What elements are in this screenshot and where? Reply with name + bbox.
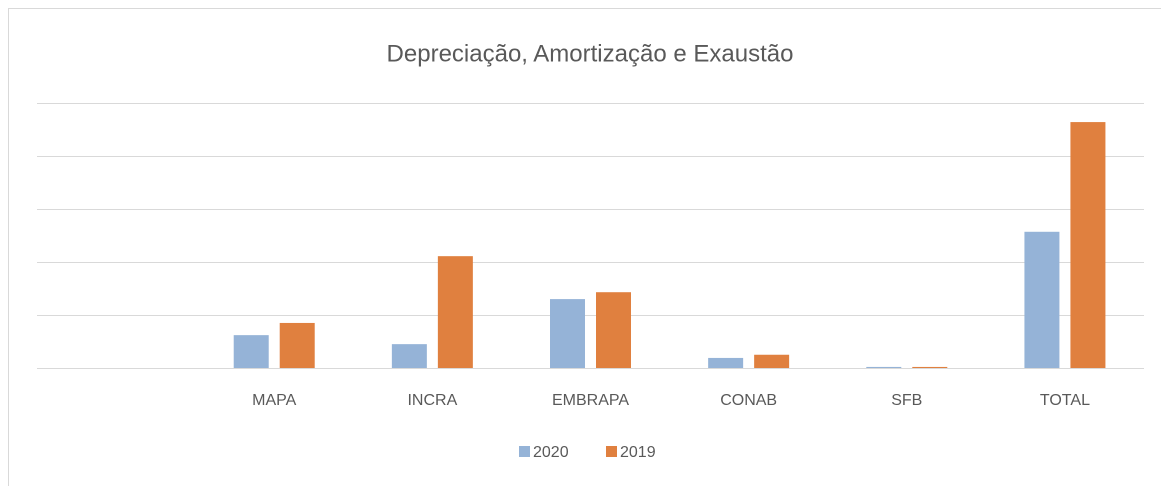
legend-label: 2020 [533,444,569,461]
legend-label: 2019 [620,444,656,461]
bar [708,357,744,368]
bar [1024,231,1060,368]
bar [596,292,631,368]
bar [550,299,585,368]
legend-swatch [519,446,530,457]
bar [754,354,790,368]
x-tick-label: MAPA [252,392,296,409]
bar [279,322,315,368]
bar [437,256,473,368]
bar [391,344,427,368]
x-tick-label: EMBRAPA [552,392,629,409]
x-tick-label: SFB [891,392,922,409]
legend-swatch [606,446,617,457]
chart-title: Depreciação, Amortização e Exaustão [387,40,794,67]
x-tick-label: TOTAL [1040,392,1090,409]
x-tick-label: CONAB [720,392,777,409]
bar [1070,122,1106,368]
chart-frame [8,8,1161,486]
x-tick-label: INCRA [407,392,457,409]
bar [912,366,948,368]
bar [233,335,269,368]
bar [866,366,902,368]
